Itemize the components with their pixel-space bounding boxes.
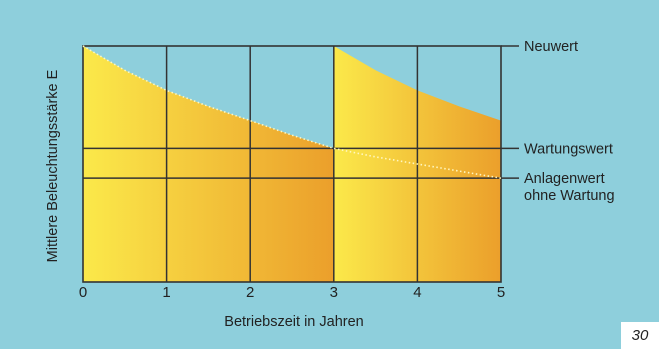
y-axis-label: Mittlere Beleuchtungsstärke E — [45, 69, 61, 262]
reference-label-3: Anlagenwert ohne Wartung — [524, 171, 615, 204]
x-tick-label: 5 — [497, 284, 505, 301]
reference-levels: Neuwert Wartungswert Anlagenwert ohne Wartu… — [501, 39, 615, 204]
reference-label-1: Neuwert — [524, 39, 578, 55]
x-tick-label: 1 — [162, 284, 170, 301]
x-tick-label: 0 — [79, 284, 87, 301]
figure-number: 30 — [621, 322, 659, 349]
x-tick-label: 4 — [413, 284, 421, 301]
fill-areas — [83, 46, 501, 282]
x-tick-label: 2 — [246, 284, 254, 301]
fill-area-1 — [83, 46, 334, 282]
x-axis-label: Betriebszeit in Jahren — [224, 314, 363, 330]
x-tick-label: 3 — [330, 284, 338, 301]
x-tick-labels: 0 1 2 3 4 5 — [79, 284, 505, 301]
plot-frame — [82, 45, 502, 283]
reference-label-2: Wartungswert — [524, 141, 613, 157]
